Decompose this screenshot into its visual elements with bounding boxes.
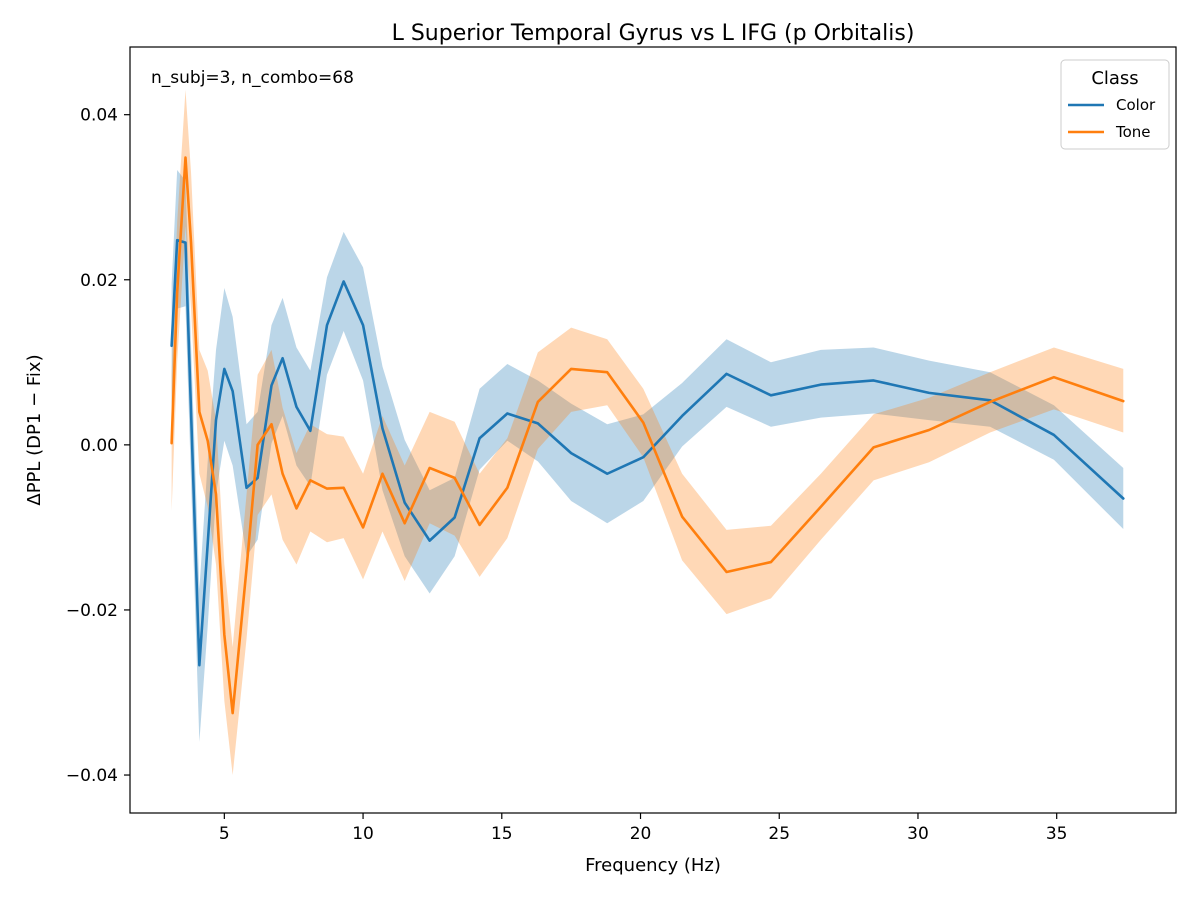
x-tick-label: 10 bbox=[352, 824, 374, 844]
x-tick-label: 20 bbox=[630, 824, 652, 844]
x-tick-label: 5 bbox=[219, 824, 230, 844]
series-line-tone bbox=[170, 156, 1125, 715]
band-color bbox=[171, 169, 1124, 743]
y-tick-label: 0.02 bbox=[80, 271, 118, 291]
series-lines bbox=[170, 156, 1125, 715]
legend-label-tone: Tone bbox=[1115, 123, 1151, 141]
legend-title: Class bbox=[1091, 68, 1138, 89]
legend-items: Color Tone bbox=[1068, 96, 1156, 141]
y-tick-label: −0.04 bbox=[66, 766, 118, 786]
x-tick-label: 25 bbox=[768, 824, 790, 844]
legend: Class Color Tone bbox=[1060, 59, 1170, 150]
axes-background bbox=[130, 47, 1176, 813]
sample-size-annotation: n_subj=3, n_combo=68 bbox=[151, 68, 354, 88]
y-axis-label: ΔPPL (DP1 − Fix) bbox=[24, 354, 45, 505]
legend-label-color: Color bbox=[1116, 96, 1156, 114]
x-axis-ticks: 5 10 15 20 25 30 35 bbox=[219, 813, 1068, 844]
y-tick-label: 0.00 bbox=[80, 436, 118, 456]
x-axis-label: Frequency (Hz) bbox=[585, 855, 721, 876]
y-tick-label: −0.02 bbox=[66, 601, 118, 621]
x-tick-label: 15 bbox=[491, 824, 513, 844]
legend-box bbox=[1060, 59, 1170, 150]
plot-area bbox=[129, 46, 1177, 814]
x-tick-label: 35 bbox=[1046, 824, 1068, 844]
chart-title: L Superior Temporal Gyrus vs L IFG (p Or… bbox=[392, 21, 915, 46]
y-axis-ticks: −0.04 −0.02 0.00 0.02 0.04 bbox=[66, 106, 130, 786]
x-tick-label: 30 bbox=[907, 824, 929, 844]
axes-frame bbox=[129, 46, 1177, 814]
y-tick-label: 0.04 bbox=[80, 106, 118, 126]
series-line-color bbox=[170, 238, 1125, 667]
